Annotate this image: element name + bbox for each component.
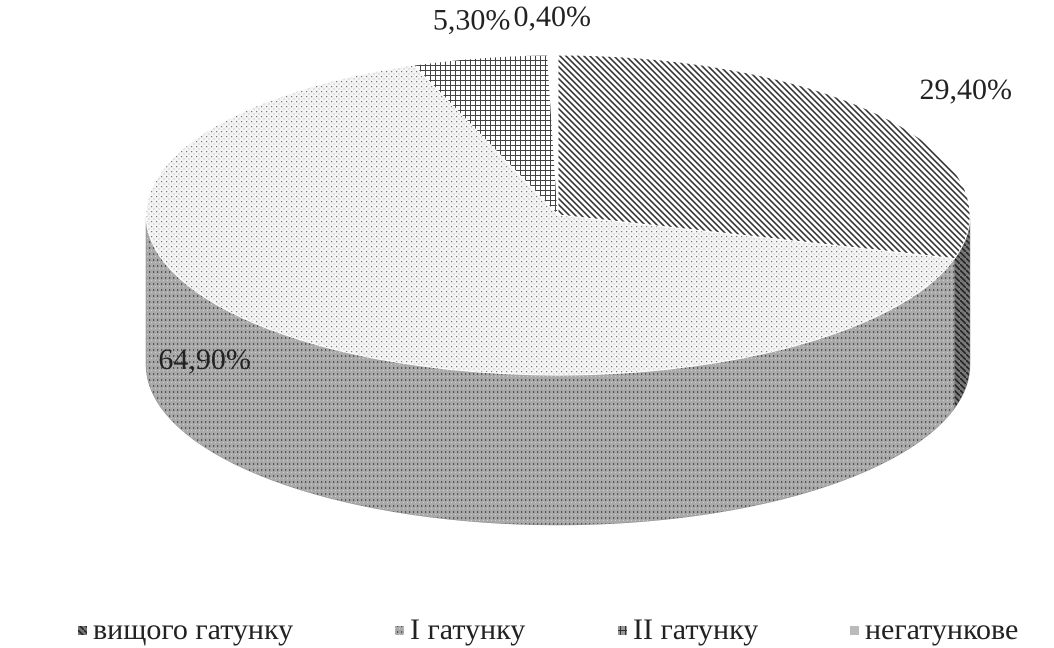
legend-label: ІІ гатунку xyxy=(633,613,758,646)
pie-slice xyxy=(412,54,559,217)
pie-slice xyxy=(557,54,971,260)
legend-label: вищого гатунку xyxy=(93,613,293,646)
data-label: 29,40% xyxy=(920,73,1013,106)
data-label: 0,40% xyxy=(514,0,592,33)
legend-marker xyxy=(850,626,859,635)
legend-marker xyxy=(395,626,404,635)
data-label: 5,30% xyxy=(433,3,511,36)
pie-slice xyxy=(547,54,559,216)
legend-marker xyxy=(618,626,627,635)
pie-slice xyxy=(145,64,956,376)
legend-label: І гатунку xyxy=(410,613,525,646)
legend-label: негатункове xyxy=(865,613,1018,646)
data-label: 64,90% xyxy=(158,343,251,376)
legend-marker xyxy=(78,626,87,635)
